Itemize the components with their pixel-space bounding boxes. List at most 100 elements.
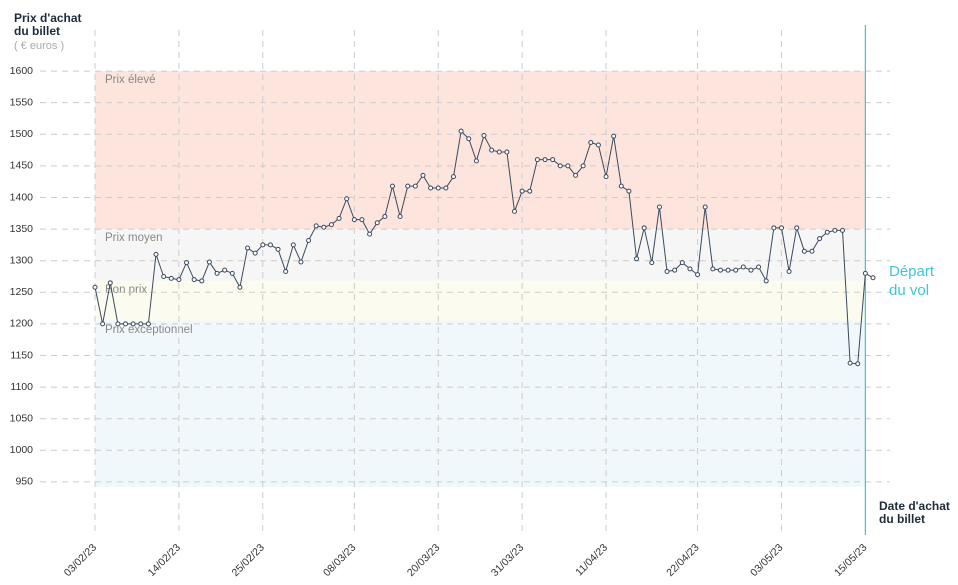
price-point	[687, 266, 693, 272]
price-point	[756, 264, 762, 270]
price-point	[565, 163, 571, 169]
x-tick-label: 08/03/23	[321, 541, 358, 578]
y-tick-label: 1350	[10, 223, 34, 235]
price-point	[847, 360, 853, 366]
price-point	[328, 222, 334, 228]
price-point	[771, 225, 777, 231]
price-point	[603, 174, 609, 180]
price-point	[123, 321, 129, 327]
price-point	[130, 321, 136, 327]
price-point	[664, 268, 670, 274]
price-point	[504, 149, 510, 155]
price-point	[626, 188, 632, 194]
price-point	[611, 133, 617, 139]
y-axis-label: Prix d'achat du billet	[14, 11, 82, 38]
price-point	[374, 220, 380, 226]
y-tick-label: 1250	[10, 286, 34, 298]
price-point	[412, 183, 418, 189]
price-point	[153, 251, 159, 257]
x-axis-label: Date d'achat du billet	[879, 499, 950, 526]
price-point	[512, 208, 518, 214]
price-point	[855, 361, 861, 367]
price-point	[496, 149, 502, 155]
x-tick-label: 03/05/23	[748, 541, 785, 578]
price-point	[176, 277, 182, 283]
price-point	[382, 213, 388, 219]
price-point	[702, 204, 708, 210]
price-point	[489, 147, 495, 153]
price-point	[321, 224, 327, 230]
price-point	[191, 277, 197, 283]
price-point	[252, 250, 258, 256]
price-band	[95, 229, 866, 281]
price-point	[801, 248, 807, 254]
price-point	[573, 172, 579, 178]
price-point	[229, 270, 235, 276]
price-point	[306, 237, 312, 243]
price-point	[527, 188, 533, 194]
band-label: Bon prix	[105, 284, 147, 296]
price-point	[862, 270, 868, 276]
price-point	[778, 225, 784, 231]
price-point	[397, 213, 403, 219]
price-point	[695, 272, 701, 278]
price-point	[634, 256, 640, 262]
price-point	[550, 157, 556, 163]
price-point	[534, 157, 540, 163]
price-point	[672, 267, 678, 273]
price-point	[237, 284, 243, 290]
y-tick-label: 1000	[10, 444, 34, 456]
price-point	[283, 268, 289, 274]
price-point	[435, 185, 441, 191]
price-point	[717, 267, 723, 273]
price-point	[206, 259, 212, 265]
price-point	[260, 242, 266, 248]
y-tick-label: 1500	[10, 128, 34, 140]
price-point	[748, 267, 754, 273]
price-point	[313, 223, 319, 229]
price-point	[92, 284, 98, 290]
x-tick-label: 31/03/23	[489, 541, 526, 578]
price-point	[420, 172, 426, 178]
band-label: Prix exceptionnel	[105, 324, 193, 336]
price-point	[839, 227, 845, 233]
price-point	[618, 183, 624, 189]
price-point	[100, 321, 106, 327]
price-point	[519, 188, 525, 194]
price-point	[649, 260, 655, 266]
price-point	[389, 183, 395, 189]
price-point	[557, 163, 563, 169]
price-point	[466, 136, 472, 142]
y-tick-label: 950	[15, 476, 33, 488]
price-point	[222, 267, 228, 273]
price-point	[542, 157, 548, 163]
price-band	[95, 320, 866, 487]
price-point	[710, 266, 716, 272]
price-point	[786, 268, 792, 274]
price-point	[824, 229, 830, 235]
price-point	[580, 163, 586, 169]
price-point	[428, 185, 434, 191]
band-label: Prix moyen	[105, 232, 163, 244]
price-point	[359, 217, 365, 223]
x-tick-label: 22/04/23	[664, 541, 701, 578]
price-point	[138, 321, 144, 327]
price-point	[595, 142, 601, 148]
price-point	[344, 196, 350, 202]
price-point	[641, 225, 647, 231]
x-tick-label: 15/05/23	[832, 541, 869, 578]
price-point	[481, 133, 487, 139]
price-point	[656, 204, 662, 210]
price-point	[405, 183, 411, 189]
price-point	[725, 267, 731, 273]
y-axis-unit: ( € euros )	[14, 40, 65, 52]
price-point	[298, 259, 304, 265]
price-point	[184, 260, 190, 266]
price-point	[809, 248, 815, 254]
price-point	[290, 242, 296, 248]
price-point	[245, 245, 251, 251]
price-point	[115, 321, 121, 327]
price-point	[733, 267, 739, 273]
y-tick-label: 1300	[10, 254, 34, 266]
